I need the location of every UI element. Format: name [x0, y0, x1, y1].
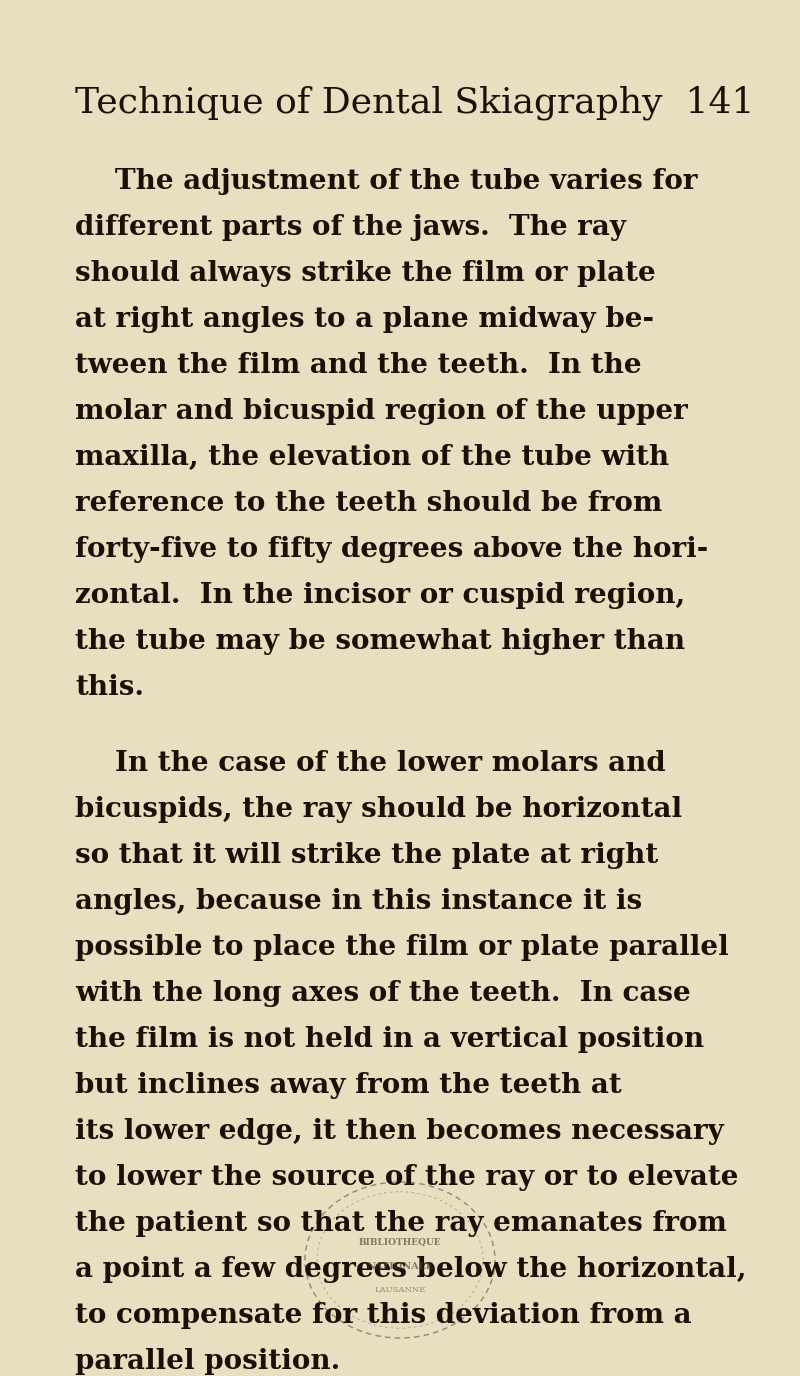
Text: should always strike the film or plate: should always strike the film or plate	[75, 260, 656, 288]
Text: reference to the teeth should be from: reference to the teeth should be from	[75, 490, 662, 517]
Text: maxilla, the elevation of the tube with: maxilla, the elevation of the tube with	[75, 444, 669, 471]
Text: NATIONALE: NATIONALE	[366, 1262, 434, 1271]
Text: parallel position.: parallel position.	[75, 1348, 340, 1375]
Text: this.: this.	[75, 674, 144, 700]
Text: possible to place the film or plate parallel: possible to place the film or plate para…	[75, 934, 729, 960]
Text: with the long axes of the teeth.  In case: with the long axes of the teeth. In case	[75, 980, 690, 1007]
Text: the film is not held in a vertical position: the film is not held in a vertical posit…	[75, 1026, 704, 1053]
Text: angles, because in this instance it is: angles, because in this instance it is	[75, 888, 642, 915]
Text: different parts of the jaws.  The ray: different parts of the jaws. The ray	[75, 215, 626, 241]
Text: so that it will strike the plate at right: so that it will strike the plate at righ…	[75, 842, 658, 870]
Text: In the case of the lower molars and: In the case of the lower molars and	[115, 750, 666, 777]
Text: forty-five to fifty degrees above the hori-: forty-five to fifty degrees above the ho…	[75, 537, 708, 563]
Text: zontal.  In the incisor or cuspid region,: zontal. In the incisor or cuspid region,	[75, 582, 686, 610]
Text: The adjustment of the tube varies for: The adjustment of the tube varies for	[115, 168, 698, 195]
Text: but inclines away from the teeth at: but inclines away from the teeth at	[75, 1072, 622, 1099]
Text: the tube may be somewhat higher than: the tube may be somewhat higher than	[75, 627, 685, 655]
Text: a point a few degrees below the horizontal,: a point a few degrees below the horizont…	[75, 1256, 746, 1282]
Text: tween the film and the teeth.  In the: tween the film and the teeth. In the	[75, 352, 642, 378]
Text: the patient so that the ray emanates from: the patient so that the ray emanates fro…	[75, 1210, 727, 1237]
Text: to lower the source of the ray or to elevate: to lower the source of the ray or to ele…	[75, 1164, 738, 1192]
Text: at right angles to a plane midway be-: at right angles to a plane midway be-	[75, 305, 654, 333]
Text: molar and bicuspid region of the upper: molar and bicuspid region of the upper	[75, 398, 688, 425]
Text: Technique of Dental Skiagraphy  141: Technique of Dental Skiagraphy 141	[75, 85, 754, 120]
Text: its lower edge, it then becomes necessary: its lower edge, it then becomes necessar…	[75, 1117, 724, 1145]
Text: LAUSANNE: LAUSANNE	[374, 1285, 426, 1293]
Text: bicuspids, the ray should be horizontal: bicuspids, the ray should be horizontal	[75, 795, 682, 823]
Text: to compensate for this deviation from a: to compensate for this deviation from a	[75, 1302, 692, 1329]
Text: BIBLIOTHEQUE: BIBLIOTHEQUE	[358, 1238, 442, 1247]
